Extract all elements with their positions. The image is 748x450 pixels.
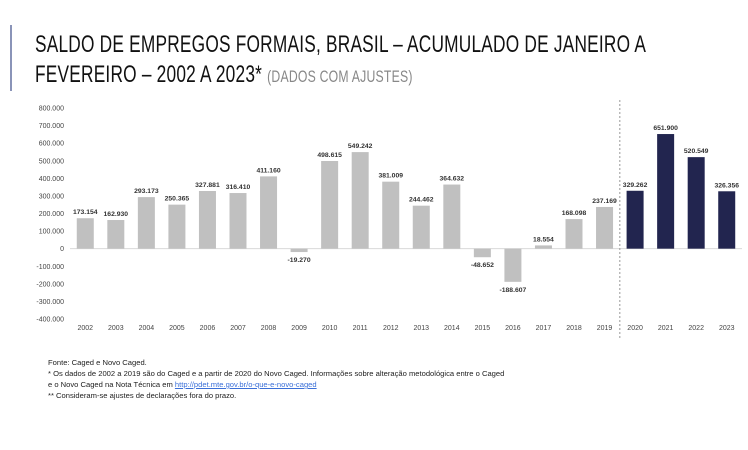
bar-2003 — [107, 220, 125, 249]
y-tick-label: 400.000 — [39, 176, 64, 183]
x-tick-label: 2023 — [719, 325, 735, 332]
y-tick-label: -100.000 — [36, 264, 64, 271]
nota-tecnica-link[interactable]: http://pdet.mte.gov.br/o-que-e-novo-cage… — [174, 380, 317, 389]
bar-2012 — [382, 181, 400, 249]
x-tick-label: 2006 — [200, 325, 216, 332]
data-label: 168.098 — [562, 210, 587, 217]
bar-2005 — [168, 204, 186, 249]
data-label: -48.652 — [471, 262, 494, 269]
x-tick-label: 2010 — [322, 325, 338, 332]
x-tick-label: 2017 — [536, 325, 552, 332]
data-label: -188.607 — [499, 287, 526, 294]
footnote-2: ** Consideram-se ajustes de declarações … — [48, 391, 237, 400]
bar-2021 — [657, 134, 675, 249]
title-line-1: SALDO DE EMPREGOS FORMAIS, BRASIL – ACUM… — [35, 31, 647, 58]
bar-2006 — [198, 191, 216, 249]
bar-2018 — [565, 219, 583, 249]
y-tick-label: 600.000 — [39, 141, 64, 148]
data-label: 329.262 — [623, 182, 648, 189]
data-label: 364.632 — [440, 176, 465, 183]
data-label: 651.900 — [653, 125, 678, 132]
bar-2019 — [596, 206, 614, 249]
bar-2002 — [76, 218, 94, 249]
bar-2016 — [504, 248, 522, 282]
bar-2022 — [687, 157, 705, 249]
data-label: 520.549 — [684, 148, 709, 155]
data-label: 250.365 — [165, 196, 190, 203]
x-tick-label: 2011 — [353, 325, 368, 332]
data-label: 326.356 — [714, 182, 739, 189]
x-tick-label: 2004 — [139, 325, 155, 332]
y-tick-label: -300.000 — [36, 299, 64, 306]
bar-2009 — [290, 248, 308, 253]
y-tick-label: -200.000 — [36, 281, 64, 288]
x-tick-label: 2015 — [475, 325, 491, 332]
y-tick-label: 300.000 — [39, 193, 64, 200]
bar-chart: 800.000 700.000 600.000 500.000 400.000 300.0… — [36, 100, 742, 340]
x-tick-label: 2018 — [566, 325, 582, 332]
data-label: 498.615 — [317, 152, 342, 159]
x-tick-label: 2014 — [444, 325, 460, 332]
x-tick-label: 2016 — [505, 325, 521, 332]
x-tick-label: 2019 — [597, 325, 613, 332]
bar-2007 — [229, 193, 247, 249]
y-tick-label: 100.000 — [39, 229, 64, 236]
bar-2013 — [412, 205, 430, 249]
bar-2015 — [473, 248, 491, 258]
y-tick-label: 500.000 — [39, 158, 64, 165]
data-label: -19.270 — [288, 257, 311, 264]
title-line-2: FEVEREIRO – 2002 A 2023* — [35, 61, 263, 88]
x-tick-label: 2008 — [261, 325, 277, 332]
y-tick-label: -400.000 — [36, 317, 64, 324]
x-tick-label: 2013 — [413, 325, 429, 332]
bar-2004 — [137, 197, 155, 249]
bar-2017 — [534, 245, 552, 249]
footnote-1-cont: e o Novo Caged na Nota Técnica em — [48, 380, 175, 389]
bar-2008 — [260, 176, 278, 249]
data-label: 244.462 — [409, 197, 434, 204]
bar-2014 — [443, 184, 461, 249]
data-label: 237.169 — [592, 198, 617, 205]
x-tick-label: 2020 — [627, 325, 643, 332]
bar-2010 — [321, 160, 339, 249]
y-tick-label: 700.000 — [39, 123, 64, 130]
data-label: 381.009 — [378, 173, 403, 180]
title-subtitle: (DADOS COM AJUSTES) — [267, 67, 413, 86]
data-label: 327.881 — [195, 182, 220, 189]
y-tick-label: 0 — [60, 246, 64, 253]
x-tick-label: 2003 — [108, 325, 124, 332]
data-label: 162.930 — [104, 211, 129, 218]
x-tick-label: 2005 — [169, 325, 185, 332]
y-tick-label: 200.000 — [39, 211, 64, 218]
page-title: SALDO DE EMPREGOS FORMAIS, BRASIL – ACUM… — [35, 30, 646, 92]
data-label: 173.154 — [73, 209, 98, 216]
title-accent-line — [10, 25, 12, 91]
x-tick-label: 2021 — [658, 325, 674, 332]
data-label: 18.554 — [533, 236, 554, 243]
footnotes: Fonte: Caged e Novo Caged. * Os dados de… — [48, 357, 504, 401]
bar-2023 — [718, 191, 736, 249]
x-tick-label: 2007 — [230, 325, 246, 332]
x-tick-label: 2022 — [688, 325, 704, 332]
x-tick-label: 2002 — [77, 325, 93, 332]
y-tick-label: 800.000 — [39, 106, 64, 113]
x-tick-label: 2009 — [291, 325, 307, 332]
data-label: 293.173 — [134, 188, 159, 195]
footnote-1: * Os dados de 2002 a 2019 são do Caged e… — [48, 369, 505, 378]
source-note: Fonte: Caged e Novo Caged. — [48, 358, 147, 367]
bar-2020 — [626, 190, 644, 249]
data-label: 316.410 — [226, 184, 251, 191]
data-label: 411.160 — [256, 167, 280, 174]
data-label: 549.242 — [348, 143, 373, 150]
x-tick-label: 2012 — [383, 325, 399, 332]
bar-2011 — [351, 152, 369, 249]
